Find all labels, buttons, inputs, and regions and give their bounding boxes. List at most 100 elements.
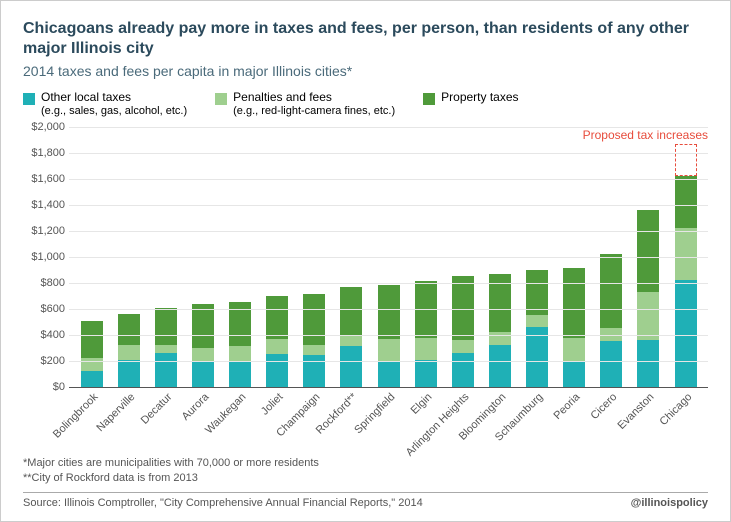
- bar-segment-other_local: [675, 280, 697, 388]
- bar-segment-penalties: [637, 292, 659, 340]
- y-axis: $0$200$400$600$800$1,000$1,200$1,400$1,6…: [23, 127, 69, 387]
- gridline: [69, 179, 708, 180]
- chart-area: $0 $200 $400 $600 $800 $1,000 $1,200 $1,400 $1,6…: [23, 127, 708, 427]
- bar-segment-property: [81, 321, 103, 357]
- bar-segment-other_local: [81, 371, 103, 388]
- footnotes: *Major cities are municipalities with 70…: [23, 456, 319, 485]
- bar-segment-penalties: [526, 315, 548, 327]
- bar-segment-penalties: [118, 345, 140, 360]
- bar-segment-penalties: [675, 228, 697, 280]
- bar-segment-other_local: [378, 361, 400, 387]
- bar-segment-penalties: [229, 346, 251, 361]
- source-handle: @illinoispolicy: [631, 497, 708, 509]
- x-tick-label: Peoria: [556, 387, 593, 427]
- legend-label: Other local taxes (e.g., sales, gas, alc…: [41, 91, 187, 117]
- chart-title: Chicagoans already pay more in taxes and…: [23, 19, 708, 59]
- chart-subtitle: 2014 taxes and fees per capita in major …: [23, 63, 708, 79]
- bar-segment-property: [303, 294, 325, 345]
- gridline: [69, 153, 708, 154]
- y-tick-label: $1,200: [31, 225, 65, 237]
- bar-segment-property: [340, 287, 362, 336]
- bar-segment-penalties: [266, 339, 288, 354]
- bar-segment-property: [118, 314, 140, 345]
- bar-segment-penalties: [489, 332, 511, 345]
- legend-swatch: [215, 93, 227, 105]
- legend-sublabel: (e.g., sales, gas, alcohol, etc.): [41, 105, 187, 118]
- bar-segment-other_local: [155, 353, 177, 387]
- legend-swatch: [423, 93, 435, 105]
- gridline: [69, 361, 708, 362]
- bar-segment-property: [600, 254, 622, 328]
- bar-segment-other_local: [266, 354, 288, 387]
- y-tick-label: $2,000: [31, 121, 65, 133]
- x-tick-label: Schaumburg: [519, 387, 556, 427]
- legend-label: Property taxes: [441, 91, 518, 105]
- bar-segment-other_local: [563, 361, 585, 387]
- bar-segment-property: [266, 296, 288, 340]
- y-tick-label: $1,800: [31, 147, 65, 159]
- y-tick-label: $400: [41, 329, 65, 341]
- gridline: [69, 309, 708, 310]
- bar-segment-penalties: [155, 345, 177, 353]
- bar-segment-other_local: [229, 361, 251, 388]
- bar-segment-other_local: [452, 353, 474, 387]
- bar-segment-penalties: [81, 358, 103, 371]
- bar-segment-property: [155, 308, 177, 346]
- bar-segment-penalties: [600, 328, 622, 341]
- bar-segment-penalties: [563, 338, 585, 361]
- y-tick-label: $800: [41, 277, 65, 289]
- bar-segment-other_local: [340, 346, 362, 388]
- x-tick-label: Decatur: [147, 387, 184, 427]
- proposed-increase-label: Proposed tax increases: [583, 128, 708, 142]
- bar-segment-property: [378, 285, 400, 340]
- legend: Other local taxes (e.g., sales, gas, alc…: [23, 91, 708, 117]
- gridline: [69, 283, 708, 284]
- bar-segment-other_local: [600, 341, 622, 388]
- legend-item-penalties: Penalties and fees (e.g., red-light-came…: [215, 91, 395, 117]
- legend-label-text: Property taxes: [441, 90, 518, 104]
- bar-segment-penalties: [192, 348, 214, 361]
- gridline: [69, 257, 708, 258]
- legend-swatch: [23, 93, 35, 105]
- legend-item-property: Property taxes: [423, 91, 518, 117]
- bar-segment-property: [489, 274, 511, 332]
- x-tick-label: Waukegan: [222, 387, 259, 427]
- bar-segment-other_local: [118, 360, 140, 388]
- x-axis: BolingbrookNapervilleDecaturAuroraWaukeg…: [69, 387, 708, 427]
- y-tick-label: $600: [41, 303, 65, 315]
- bar-segment-penalties: [415, 338, 437, 359]
- bar-segment-other_local: [415, 360, 437, 388]
- plot-area: Proposed tax increases: [69, 127, 708, 387]
- y-tick-label: $0: [53, 381, 65, 393]
- bar-segment-property: [563, 268, 585, 338]
- bar-segment-other_local: [637, 340, 659, 387]
- legend-label: Penalties and fees (e.g., red-light-came…: [233, 91, 395, 117]
- gridline: [69, 231, 708, 232]
- bar-segment-penalties: [303, 345, 325, 355]
- bar-segment-penalties: [452, 340, 474, 353]
- bar-segment-other_local: [192, 361, 214, 387]
- y-tick-label: $1,400: [31, 199, 65, 211]
- y-tick-label: $1,600: [31, 173, 65, 185]
- bar-segment-penalties: [340, 336, 362, 346]
- bar-segment-other_local: [303, 355, 325, 388]
- bar-segment-property: [452, 276, 474, 340]
- source-line: Source: Illinois Comptroller, "City Comp…: [23, 492, 708, 509]
- footnote-2: **City of Rockford data is from 2013: [23, 471, 319, 485]
- x-tick-label: Chicago: [667, 387, 704, 427]
- legend-sublabel: (e.g., red-light-camera fines, etc.): [233, 105, 395, 118]
- gridline: [69, 335, 708, 336]
- legend-label-text: Penalties and fees: [233, 90, 332, 104]
- bar-segment-penalties: [378, 339, 400, 361]
- legend-label-text: Other local taxes: [41, 90, 131, 104]
- y-tick-label: $200: [41, 355, 65, 367]
- proposed-increase-box: [675, 144, 697, 176]
- bar-segment-property: [229, 302, 251, 346]
- bar-segment-property: [675, 176, 697, 227]
- gridline: [69, 205, 708, 206]
- bar-segment-other_local: [489, 345, 511, 388]
- footnote-1: *Major cities are municipalities with 70…: [23, 456, 319, 470]
- y-tick-label: $1,000: [31, 251, 65, 263]
- legend-item-other-local: Other local taxes (e.g., sales, gas, alc…: [23, 91, 187, 117]
- x-tick-label: Springfield: [370, 387, 407, 427]
